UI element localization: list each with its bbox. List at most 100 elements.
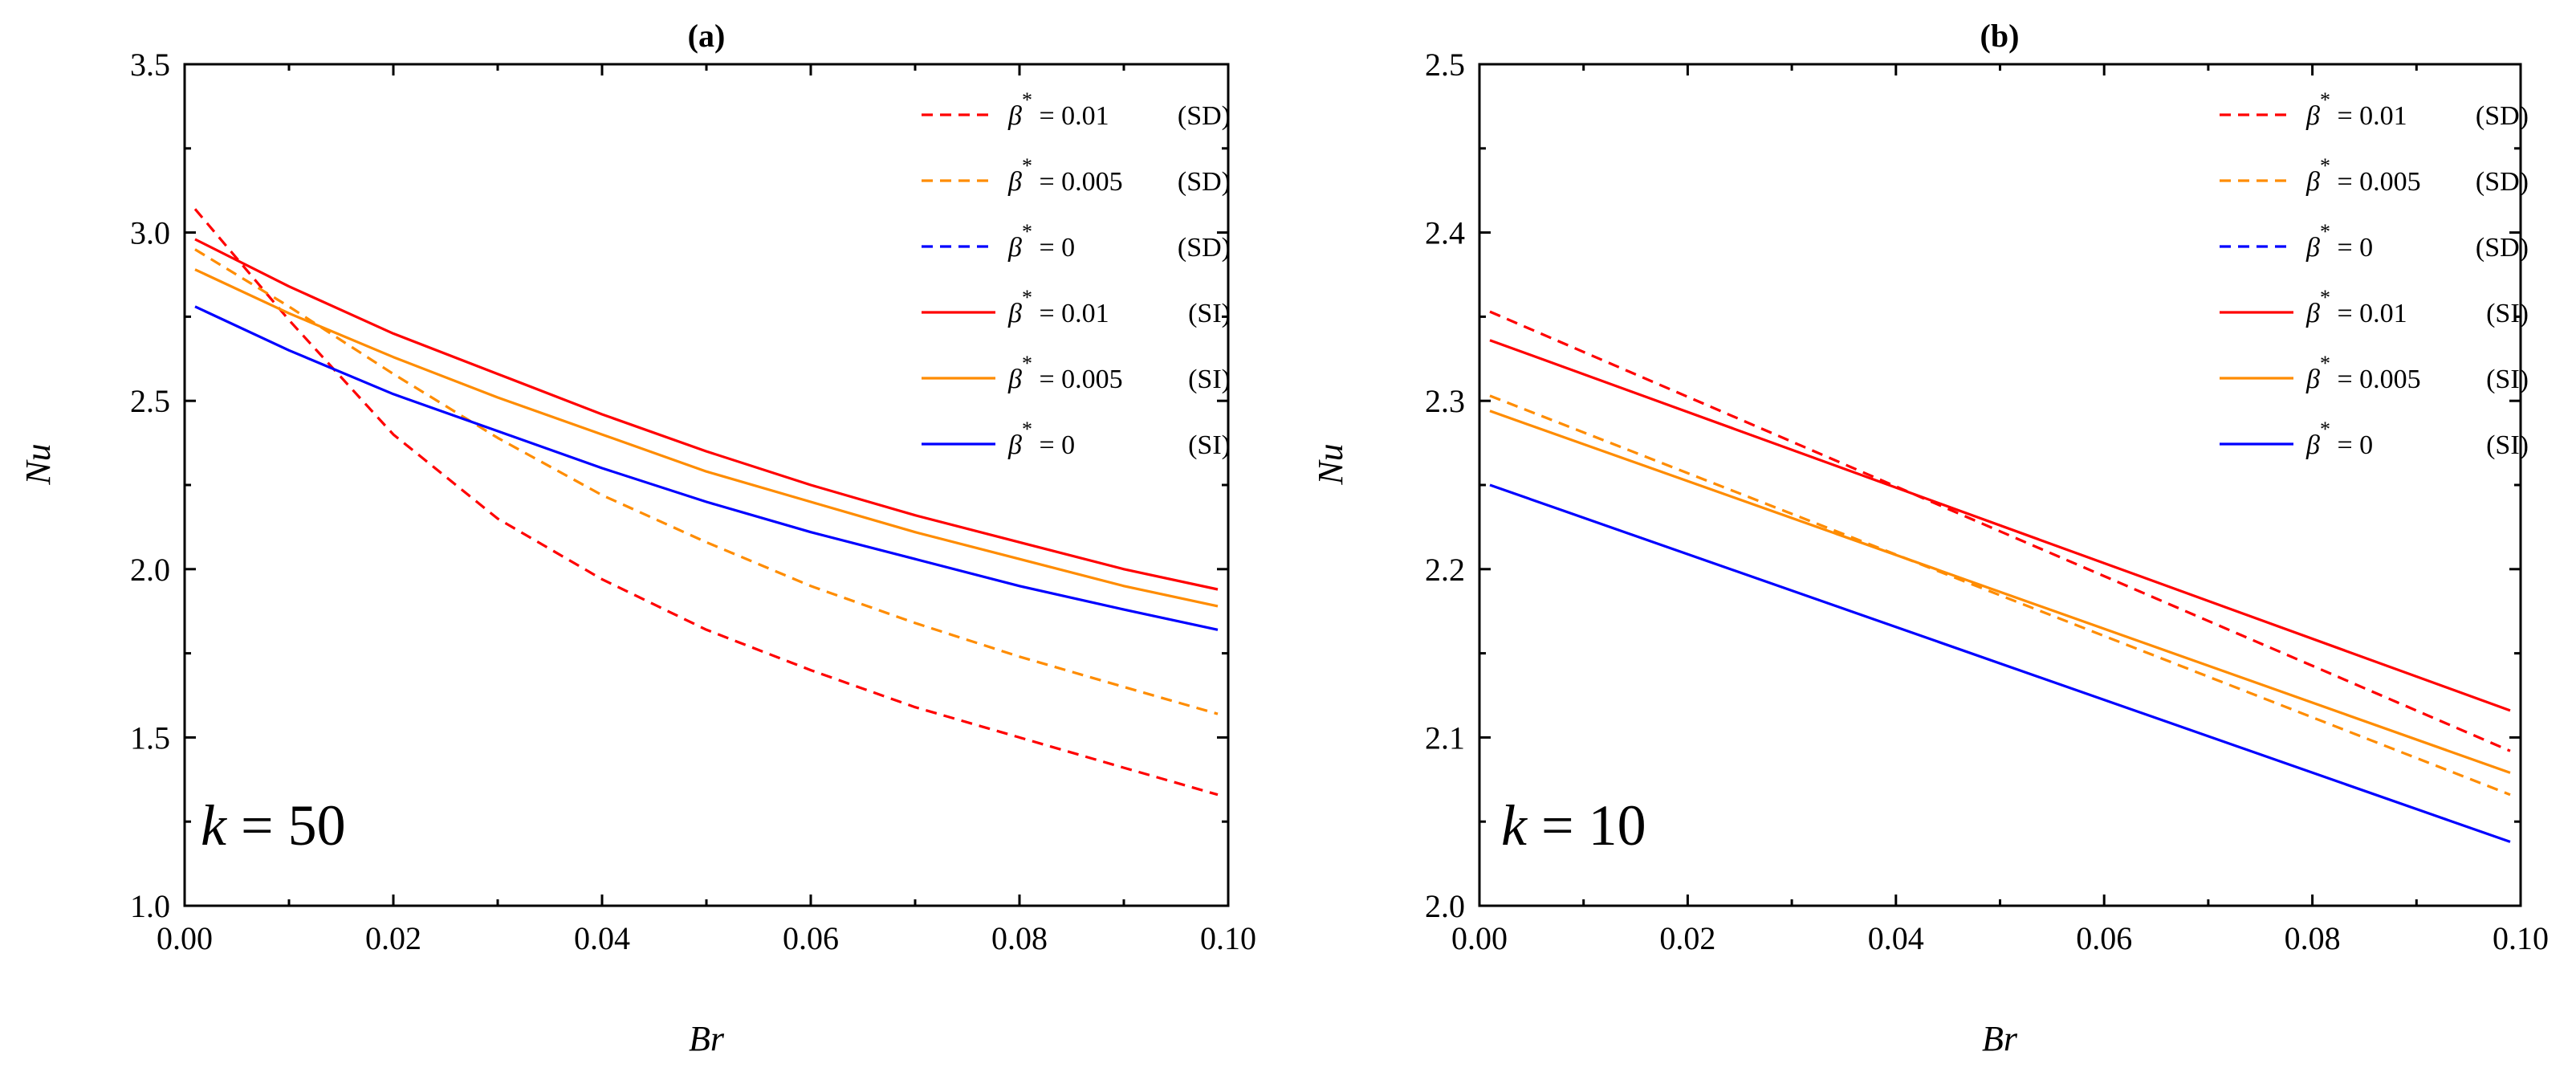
panel-b-xlabel: Br xyxy=(1982,1019,2018,1058)
legend-symbol: β xyxy=(1007,365,1022,394)
panel-b-k-eq: = xyxy=(1527,793,1589,858)
legend-entry-label: β* = 0.005 xyxy=(1007,352,1123,394)
legend-tag: (SI) xyxy=(2486,430,2529,460)
legend-value: = 0 xyxy=(2330,233,2373,263)
panel-a-k-value: 50 xyxy=(288,793,346,858)
panel-b-title: (b) xyxy=(1980,18,2020,54)
panel-a-k-var: k xyxy=(201,793,228,858)
panel-b-xtick-label: 0.06 xyxy=(2076,920,2132,956)
panel-a-xtick-label: 0.00 xyxy=(157,920,213,956)
legend-value: = 0.005 xyxy=(1032,167,1123,197)
legend-tag: (SI) xyxy=(2486,365,2529,394)
legend-value: = 0 xyxy=(2330,430,2373,460)
legend-symbol: β xyxy=(1007,430,1022,460)
panel-a-xtick-label: 0.10 xyxy=(1200,920,1256,956)
legend-value: = 0.01 xyxy=(1032,299,1109,328)
legend-superscript: * xyxy=(1022,154,1032,177)
legend-symbol: β xyxy=(2305,430,2320,460)
legend-entry-label: β* = 0 xyxy=(2305,220,2373,263)
panel-a-xlabel: Br xyxy=(689,1019,725,1058)
panel-b-ytick-label: 2.0 xyxy=(1425,888,1465,924)
panel-b-ylabel: Nu xyxy=(1311,443,1350,485)
panel-b-ytick-label: 2.1 xyxy=(1425,719,1465,756)
legend-entry-label: β* = 0.01 xyxy=(1007,88,1109,131)
legend-symbol: β xyxy=(1007,299,1022,328)
panel-b-ytick-label: 2.4 xyxy=(1425,215,1465,251)
legend-entry-label: β* = 0.005 xyxy=(2305,154,2421,197)
panel-a-xtick-label: 0.06 xyxy=(783,920,839,956)
panel-a-ytick-label: 1.5 xyxy=(130,719,170,756)
legend-superscript: * xyxy=(2320,352,2330,375)
legend-tag: (SI) xyxy=(1188,365,1231,394)
panel-b-series-line-0 xyxy=(1489,310,2511,752)
legend-value: = 0.01 xyxy=(2330,299,2407,328)
legend-value: = 0.01 xyxy=(2330,101,2407,131)
legend-tag: (SI) xyxy=(1188,299,1231,328)
legend-value: = 0.005 xyxy=(1032,365,1123,394)
panel-a-k-eq: = xyxy=(226,793,288,858)
legend-entry-label: β* = 0 xyxy=(2305,418,2373,460)
legend-superscript: * xyxy=(2320,154,2330,177)
panel-b-k-value: 10 xyxy=(1589,793,1646,858)
legend-entry-label: β* = 0.005 xyxy=(2305,352,2421,394)
legend-superscript: * xyxy=(1022,220,1032,243)
legend-value: = 0.01 xyxy=(1032,101,1109,131)
legend-symbol: β xyxy=(2305,365,2320,394)
legend-superscript: * xyxy=(2320,286,2330,309)
legend-symbol: β xyxy=(2305,167,2320,197)
panel-a-title: (a) xyxy=(688,18,726,54)
legend-value: = 0 xyxy=(1032,233,1075,263)
legend-value: = 0 xyxy=(1032,430,1075,460)
legend-tag: (SD) xyxy=(2476,101,2529,131)
legend-value: = 0.005 xyxy=(2330,167,2421,197)
legend-entry-label: β* = 0.01 xyxy=(1007,286,1109,328)
panel-b-k-annotation: k = 10 xyxy=(1501,793,1646,858)
panel-a-ytick-label: 1.0 xyxy=(130,888,170,924)
legend-superscript: * xyxy=(1022,286,1032,309)
legend-tag: (SD) xyxy=(1178,167,1231,197)
legend-symbol: β xyxy=(2305,299,2320,328)
panel-a-k-annotation: k = 50 xyxy=(201,793,346,858)
panel-a-ytick-label: 2.0 xyxy=(130,552,170,588)
panel-a-xtick-label: 0.02 xyxy=(365,920,421,956)
legend-entry-label: β* = 0.01 xyxy=(2305,286,2407,328)
panel-a-ylabel: Nu xyxy=(18,443,58,485)
panel-a-series-line-1 xyxy=(194,248,1219,715)
panel-a-series-line-5 xyxy=(194,305,1219,631)
legend-tag: (SI) xyxy=(1188,430,1231,460)
panel-b-xtick-label: 0.08 xyxy=(2285,920,2341,956)
panel-a-xtick-label: 0.08 xyxy=(991,920,1048,956)
panel-b-xtick-label: 0.10 xyxy=(2493,920,2549,956)
legend-symbol: β xyxy=(1007,167,1022,197)
legend-entry-label: β* = 0 xyxy=(1007,220,1075,263)
legend-superscript: * xyxy=(1022,88,1032,112)
legend-superscript: * xyxy=(1022,418,1032,441)
panel-b-xtick-label: 0.04 xyxy=(1868,920,1924,956)
legend-superscript: * xyxy=(2320,220,2330,243)
legend-symbol: β xyxy=(2305,233,2320,263)
legend-tag: (SD) xyxy=(1178,233,1231,263)
panel-b-series-line-5 xyxy=(1489,483,2511,843)
legend-symbol: β xyxy=(2305,101,2320,131)
legend-entry-label: β* = 0.01 xyxy=(2305,88,2407,131)
legend-entry-label: β* = 0.005 xyxy=(1007,154,1123,197)
panel-b-legend: β* = 0.01 (SD)β* = 0.005 (SD)β* = 0 (SD)β* … xyxy=(2220,88,2529,460)
panel-a-ytick-label: 3.0 xyxy=(130,215,170,251)
legend-superscript: * xyxy=(2320,418,2330,441)
panel-b-xtick-label: 0.02 xyxy=(1659,920,1715,956)
panel-a-ytick-label: 3.5 xyxy=(130,47,170,83)
panel-b-xtick-label: 0.00 xyxy=(1451,920,1508,956)
panel-a-xtick-label: 0.04 xyxy=(574,920,630,956)
panel-b-ytick-label: 2.2 xyxy=(1425,552,1465,588)
panel-b-ytick-label: 2.3 xyxy=(1425,383,1465,419)
legend-tag: (SD) xyxy=(2476,167,2529,197)
legend-tag: (SI) xyxy=(2486,299,2529,328)
panel-b: (b) Br Nu k = 10 0.00 0.02 0.04 0.06 0.08 0.1… xyxy=(1311,18,2549,1058)
legend-value: = 0.005 xyxy=(2330,365,2421,394)
legend-symbol: β xyxy=(1007,101,1022,131)
legend-superscript: * xyxy=(1022,352,1032,375)
panel-b-ytick-label: 2.5 xyxy=(1425,47,1465,83)
panel-b-series-line-3 xyxy=(1489,339,2511,712)
panel-a-series-line-0 xyxy=(193,208,1219,797)
